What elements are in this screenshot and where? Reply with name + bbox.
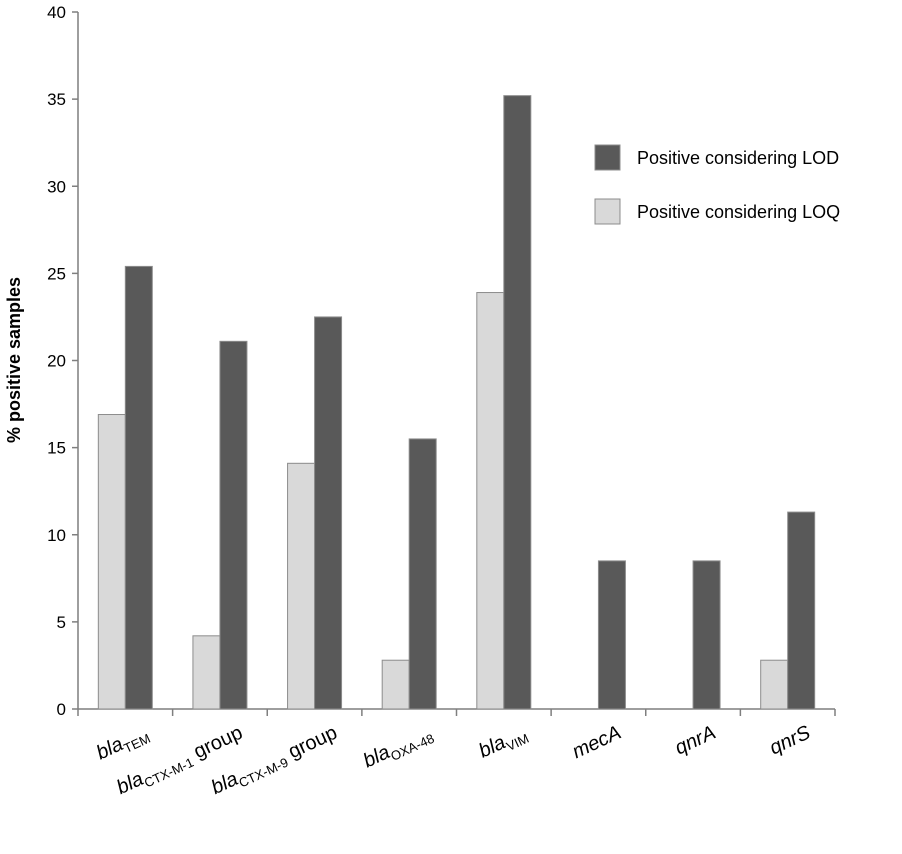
bar-lod: [597, 560, 626, 710]
bar-loq: [192, 635, 221, 710]
x-tick-label: blaVIM: [475, 722, 531, 766]
x-tick-label: blaOXA-48: [360, 722, 437, 775]
y-tick-label: 40: [47, 3, 66, 22]
legend-swatch: [594, 144, 621, 171]
y-tick-label: 10: [47, 526, 66, 545]
bar-lod: [692, 560, 721, 710]
y-tick-label: 5: [57, 613, 66, 632]
bar-lod: [408, 438, 437, 710]
y-tick-label: 15: [47, 439, 66, 458]
y-tick-label: 30: [47, 177, 66, 196]
y-tick-label: 25: [47, 264, 66, 283]
bar-loq: [760, 659, 789, 710]
x-axis: [77, 708, 836, 716]
x-tick-label: mecA: [569, 722, 625, 764]
y-tick-label: 20: [47, 352, 66, 371]
legend: Positive considering LOD Positive conside…: [594, 144, 840, 225]
bars: [97, 95, 816, 710]
x-tick-label: blaTEM: [93, 722, 153, 768]
legend-label: Positive considering LOQ: [637, 202, 840, 222]
bar-loq: [476, 292, 505, 710]
bar-lod: [503, 95, 532, 710]
bar-lod: [219, 340, 248, 710]
bar-loq: [381, 659, 410, 710]
y-axis: 0 5 10 15 20 25 30 35 40: [47, 3, 79, 719]
bar-loq: [287, 462, 316, 710]
x-tick-label: qnrA: [672, 722, 720, 760]
bar-lod: [124, 265, 153, 710]
bar-lod: [787, 511, 816, 710]
y-axis-label: % positive samples: [4, 277, 24, 443]
legend-label: Positive considering LOD: [637, 148, 839, 168]
x-tick-label: qnrS: [766, 721, 814, 759]
y-tick-label: 0: [57, 700, 66, 719]
legend-swatch: [594, 198, 621, 225]
bar-loq: [97, 414, 126, 710]
y-tick-label: 35: [47, 90, 66, 109]
bar-lod: [314, 316, 343, 710]
